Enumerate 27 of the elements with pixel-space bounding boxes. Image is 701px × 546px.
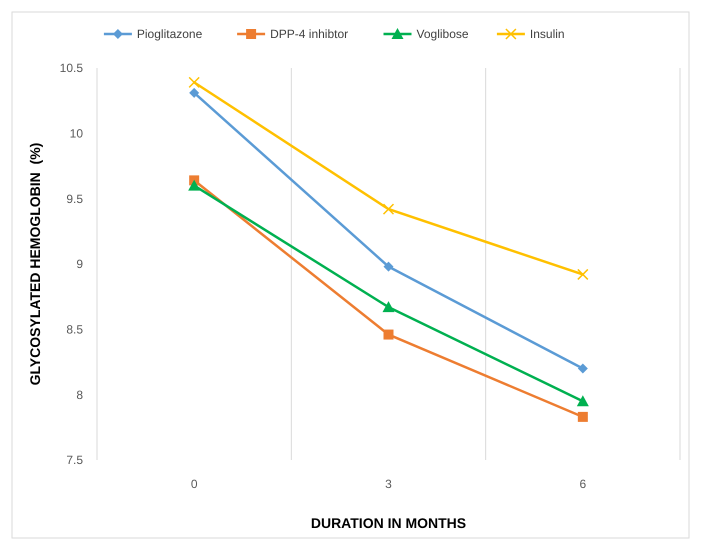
point xyxy=(189,88,200,98)
y-tick-label: 10.5 xyxy=(60,61,84,76)
legend-label: Insulin xyxy=(530,27,565,42)
point xyxy=(382,203,394,215)
point xyxy=(578,364,588,374)
point xyxy=(384,262,394,272)
legend-label: Voglibose xyxy=(416,27,469,42)
x-tick-label: 0 xyxy=(190,477,198,491)
point xyxy=(188,76,200,88)
point xyxy=(577,268,589,280)
point xyxy=(382,301,394,312)
x-axis-title: DURATION IN MONTHS xyxy=(310,515,466,531)
y-tick-label: 9 xyxy=(76,257,84,272)
legend-label: Pioglitazone xyxy=(136,27,203,42)
y-tick-label: 8.5 xyxy=(66,322,84,337)
x-tick-label: 3 xyxy=(385,477,392,491)
point xyxy=(578,412,588,422)
y-axis-title: GLYCOSYLATED HEMOGLOBIN (%) xyxy=(27,142,43,386)
point xyxy=(576,395,589,406)
y-tick-label: 8 xyxy=(76,388,84,402)
point xyxy=(188,180,200,191)
y-tick-label: 7.5 xyxy=(66,453,84,468)
point xyxy=(384,330,394,340)
y-tick-label: 9.5 xyxy=(66,192,84,206)
y-tick-label: 10 xyxy=(70,126,84,141)
x-tick-label: 6 xyxy=(579,477,586,491)
legend-label: DPP-4 inhibtor xyxy=(270,27,348,42)
